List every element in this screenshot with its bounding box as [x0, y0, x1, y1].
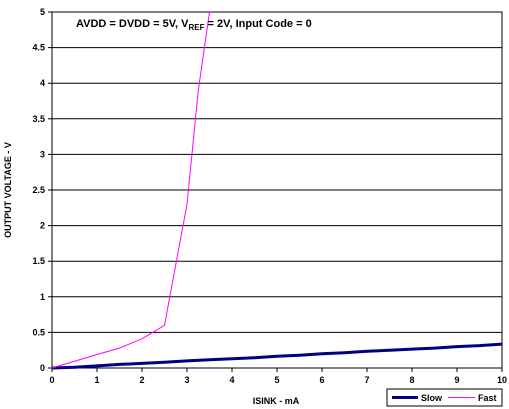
x-tick-label: 6	[319, 375, 324, 385]
annotation-part2: = 2V, Input Code = 0	[205, 18, 312, 30]
condition-annotation: AVDD = DVDD = 5V, VREF = 2V, Input Code …	[76, 18, 312, 32]
y-tick-label: 1	[40, 292, 45, 302]
y-tick-label: 0.5	[32, 327, 45, 337]
y-tick-label: 4.5	[32, 43, 45, 53]
legend-slow-label: Slow	[421, 393, 443, 403]
x-tick-label: 10	[497, 375, 507, 385]
x-axis: 0 1 2 3 4 5 6 7 8 9 10	[49, 368, 507, 385]
y-tick-label: 2	[40, 221, 45, 231]
x-axis-title: ISINK - mA	[253, 396, 300, 406]
y-tick-label: 3.5	[32, 114, 45, 124]
y-tick-label: 0	[40, 363, 45, 373]
x-tick-label: 0	[49, 375, 54, 385]
annotation-part1: AVDD = DVDD = 5V, V	[76, 18, 189, 30]
x-tick-label: 2	[139, 375, 144, 385]
legend: Slow Fast	[387, 389, 502, 406]
legend-fast-label: Fast	[478, 393, 497, 403]
x-tick-label: 9	[454, 375, 459, 385]
y-tick-label: 4	[40, 78, 45, 88]
x-tick-label: 3	[184, 375, 189, 385]
y-tick-label: 3	[40, 149, 45, 159]
x-tick-label: 4	[229, 375, 234, 385]
y-tick-label: 1.5	[32, 256, 45, 266]
annotation-subscript: REF	[189, 23, 205, 32]
y-tick-label: 5	[40, 7, 45, 17]
x-tick-label: 1	[94, 375, 99, 385]
gridlines	[52, 48, 502, 333]
y-axis-title: OUTPUT VOLTAGE - V	[3, 142, 13, 238]
y-axis: 0 0.5 1 1.5 2 2.5 3 3.5 4 4.5 5	[32, 7, 52, 373]
x-tick-label: 7	[364, 375, 369, 385]
x-tick-label: 8	[409, 375, 414, 385]
y-tick-label: 2.5	[32, 185, 45, 195]
x-tick-label: 5	[274, 375, 279, 385]
